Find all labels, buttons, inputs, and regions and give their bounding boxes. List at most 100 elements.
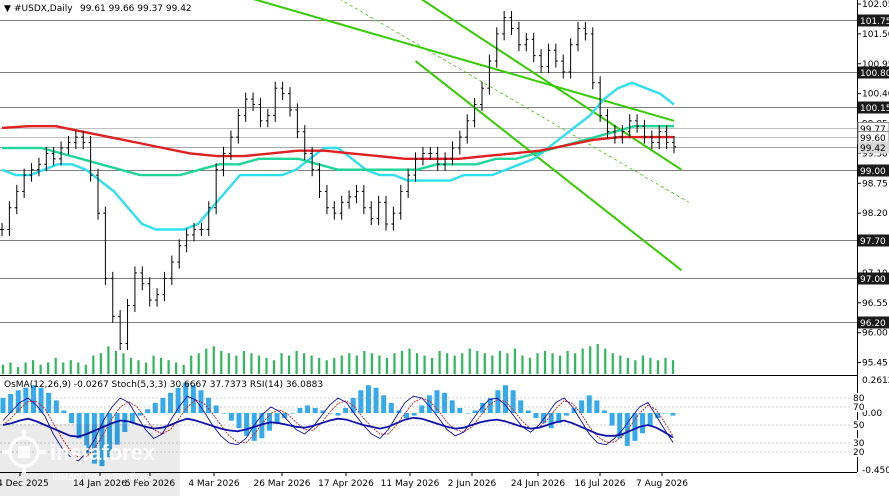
- osma-bar: [381, 395, 387, 414]
- trend-channels: [253, 0, 689, 271]
- osma-bar: [365, 385, 371, 414]
- level-tag-label: 96.20: [860, 319, 886, 329]
- osma-bar: [426, 395, 432, 414]
- osma-bar: [244, 413, 250, 436]
- indicator-level-tag-bg: [852, 438, 866, 448]
- y-tick-label: 96.00: [862, 329, 888, 339]
- osma-bar: [259, 413, 265, 439]
- moving-averages: [1, 81, 675, 231]
- osma-bar: [145, 409, 151, 414]
- level-tag-label: 97.70: [860, 237, 886, 247]
- channel-upper: [253, 0, 675, 122]
- ohlc-values: 99.61 99.66 99.37 99.42: [80, 4, 192, 14]
- x-tick-label: 17 Apr 2026: [318, 479, 374, 489]
- osma-bar: [168, 392, 173, 414]
- osma-bar: [662, 413, 668, 414]
- osma-bar: [472, 410, 478, 414]
- osma-bar: [305, 405, 311, 414]
- indicator-level-tick: 80: [853, 394, 865, 404]
- x-tick-label: 2 Jun 2026: [448, 479, 497, 489]
- indicator-pane-bg: [0, 376, 857, 472]
- osma-bar: [0, 397, 6, 414]
- osma-bar: [541, 413, 547, 424]
- osma-bar: [495, 390, 501, 414]
- level-tag-label: 100.80: [860, 69, 889, 79]
- osma-bar: [23, 387, 29, 414]
- osma-bar: [289, 413, 295, 414]
- ma_slow-line: [1, 124, 674, 161]
- osma-bar: [388, 402, 394, 414]
- y-tick-label: 100.95: [862, 60, 889, 70]
- osma-bar: [38, 387, 44, 414]
- indicator-level-tag-bg: [852, 393, 866, 403]
- level-tag-bg: [858, 234, 889, 247]
- osma-bar: [503, 385, 508, 414]
- price-axis[interactable]: 102.05101.50100.95100.4099.8599.3098.759…: [857, 0, 889, 369]
- indicator-osma-tick: -0.4506: [862, 466, 889, 476]
- osma-bar: [274, 413, 280, 424]
- rsi-line: [2, 416, 674, 439]
- y-tick-label: 95.45: [862, 359, 888, 369]
- osma-bar: [30, 385, 36, 414]
- price-series: [0, 11, 676, 351]
- osma-bar: [221, 413, 227, 414]
- osma-bar: [411, 413, 417, 416]
- indicator-osma-tick: 0.2612: [862, 376, 889, 386]
- indicator-level-tag-bg: [852, 447, 866, 457]
- osma-bar: [571, 407, 577, 414]
- osma-bar: [525, 410, 531, 414]
- osma-bar: [320, 410, 326, 414]
- osma-bar: [282, 413, 288, 419]
- osma-bar: [586, 395, 592, 414]
- ma_fast-line: [1, 81, 675, 231]
- x-tick-label: 24 Dec 2025: [0, 479, 49, 489]
- osma-bar: [442, 392, 448, 414]
- y-tick-label: 98.20: [862, 209, 888, 219]
- osma-bar: [69, 413, 75, 424]
- indicator-level-tick: 20: [853, 448, 865, 458]
- osma-bar: [107, 413, 113, 458]
- osma-bar: [228, 413, 234, 421]
- osma-bar: [46, 392, 52, 414]
- level-tag-bg: [858, 14, 889, 27]
- osma-bar: [114, 413, 120, 445]
- y-tick-label: 99.30: [862, 149, 888, 159]
- level-tag-label: 97.00: [860, 275, 886, 285]
- osma-bar: [160, 397, 166, 414]
- level-tag-bg: [858, 272, 889, 285]
- osma-bar: [327, 413, 333, 414]
- indicator-plots: [0, 382, 857, 467]
- osma-bar: [457, 407, 463, 414]
- osma-bar: [152, 402, 158, 414]
- y-tick-label: 98.75: [862, 179, 888, 189]
- osma-bar: [91, 413, 97, 464]
- osma-bar: [624, 413, 630, 446]
- x-tick-label: 26 Mar 2026: [253, 479, 310, 489]
- osma-bar: [236, 413, 242, 429]
- osma-bar: [434, 390, 440, 414]
- y-tick-label: 102.05: [862, 0, 889, 10]
- osma-bar: [343, 407, 349, 414]
- osma-bar: [358, 390, 364, 414]
- indicator-level-tick: 70: [853, 403, 865, 413]
- osma-bar: [404, 413, 410, 419]
- osma-bar: [480, 402, 486, 414]
- osma-bar: [99, 413, 105, 467]
- svg-text:Instant Forex Trading: Instant Forex Trading: [52, 472, 147, 483]
- osma-bar: [548, 413, 554, 429]
- x-tick-label: 11 May 2026: [381, 479, 440, 489]
- level-lines: [0, 20, 857, 323]
- x-tick-label: 14 Jan 2026: [73, 479, 127, 489]
- y-tick-label: 101.50: [862, 30, 889, 40]
- osma-bar: [601, 410, 607, 414]
- osma-bar: [297, 407, 303, 414]
- osma-bar: [373, 387, 379, 414]
- indicator-level-tick: 50: [853, 421, 865, 431]
- volume-bars: [1, 344, 675, 374]
- osma-bar: [129, 413, 135, 424]
- osma-bar: [563, 413, 569, 416]
- header-arrow-icon[interactable]: ▼: [4, 4, 11, 14]
